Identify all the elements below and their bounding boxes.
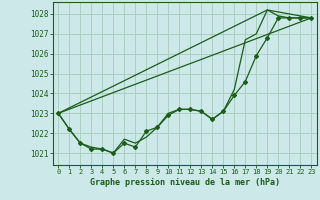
X-axis label: Graphe pression niveau de la mer (hPa): Graphe pression niveau de la mer (hPa) <box>90 178 280 187</box>
